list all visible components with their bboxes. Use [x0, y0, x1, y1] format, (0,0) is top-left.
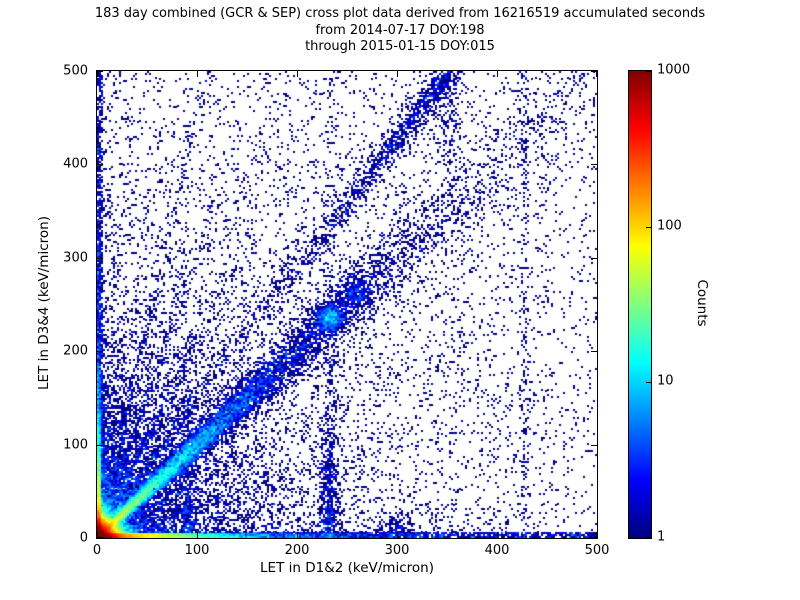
- colorbar-tick-label: 10: [657, 373, 674, 389]
- y-tick-mark: [591, 537, 597, 538]
- chart-title: 183 day combined (GCR & SEP) cross plot …: [94, 6, 706, 21]
- x-tick-mark: [397, 532, 398, 538]
- x-tick-mark: [596, 532, 597, 538]
- x-tick-label: 100: [184, 543, 210, 558]
- x-tick-label: 200: [284, 543, 310, 558]
- y-tick-mark: [97, 164, 103, 166]
- y-tick-label: 500: [63, 63, 88, 79]
- x-tick-mark: [97, 71, 98, 77]
- x-tick-mark: [297, 532, 298, 538]
- x-tick-mark: [596, 71, 597, 77]
- colorbar-tick-mark: [646, 226, 651, 228]
- colorbar-gradient: [629, 71, 651, 538]
- colorbar-tick-mark: [646, 71, 651, 72]
- y-tick-mark: [591, 351, 597, 353]
- y-tick-mark: [97, 257, 103, 259]
- colorbar-tick-mark: [646, 382, 651, 384]
- y-tick-label: 200: [63, 343, 88, 359]
- y-tick-mark: [97, 71, 103, 72]
- y-tick-mark: [591, 257, 597, 259]
- colorbar-tick-label: 1000: [657, 62, 691, 78]
- x-tick-label: 0: [92, 543, 102, 558]
- x-tick-mark: [197, 532, 198, 538]
- x-axis-label: LET in D1&2 (keV/micron): [260, 560, 434, 576]
- y-tick-mark: [591, 164, 597, 166]
- x-tick-mark: [397, 71, 398, 77]
- x-tick-mark: [497, 532, 498, 538]
- chart-subtitle-2: through 2015-01-15 DOY:015: [305, 39, 495, 54]
- y-axis-label: LET in D3&4 (keV/micron): [36, 216, 52, 390]
- x-tick-label: 500: [584, 543, 610, 558]
- y-tick-label: 0: [79, 530, 88, 546]
- x-tick-mark: [497, 71, 498, 77]
- x-tick-mark: [297, 71, 298, 77]
- colorbar-tick-mark: [646, 537, 651, 538]
- x-tick-mark: [197, 71, 198, 77]
- colorbar: [628, 70, 652, 539]
- y-tick-label: 100: [63, 437, 88, 453]
- colorbar-tick-label: 1: [657, 529, 666, 545]
- y-tick-mark: [97, 444, 103, 446]
- y-tick-label: 300: [63, 250, 88, 266]
- y-tick-label: 400: [63, 156, 88, 172]
- x-tick-label: 400: [484, 543, 510, 558]
- y-tick-mark: [591, 444, 597, 446]
- y-tick-mark: [97, 537, 103, 538]
- y-tick-mark: [591, 71, 597, 72]
- y-tick-mark: [97, 351, 103, 353]
- chart-subtitle-1: from 2014-07-17 DOY:198: [315, 23, 485, 38]
- colorbar-label: Counts: [694, 279, 710, 327]
- x-tick-label: 300: [384, 543, 410, 558]
- colorbar-tick-label: 100: [657, 218, 682, 234]
- density-scatter-canvas: [97, 71, 597, 538]
- x-tick-mark: [97, 532, 98, 538]
- plot-area: [96, 70, 598, 539]
